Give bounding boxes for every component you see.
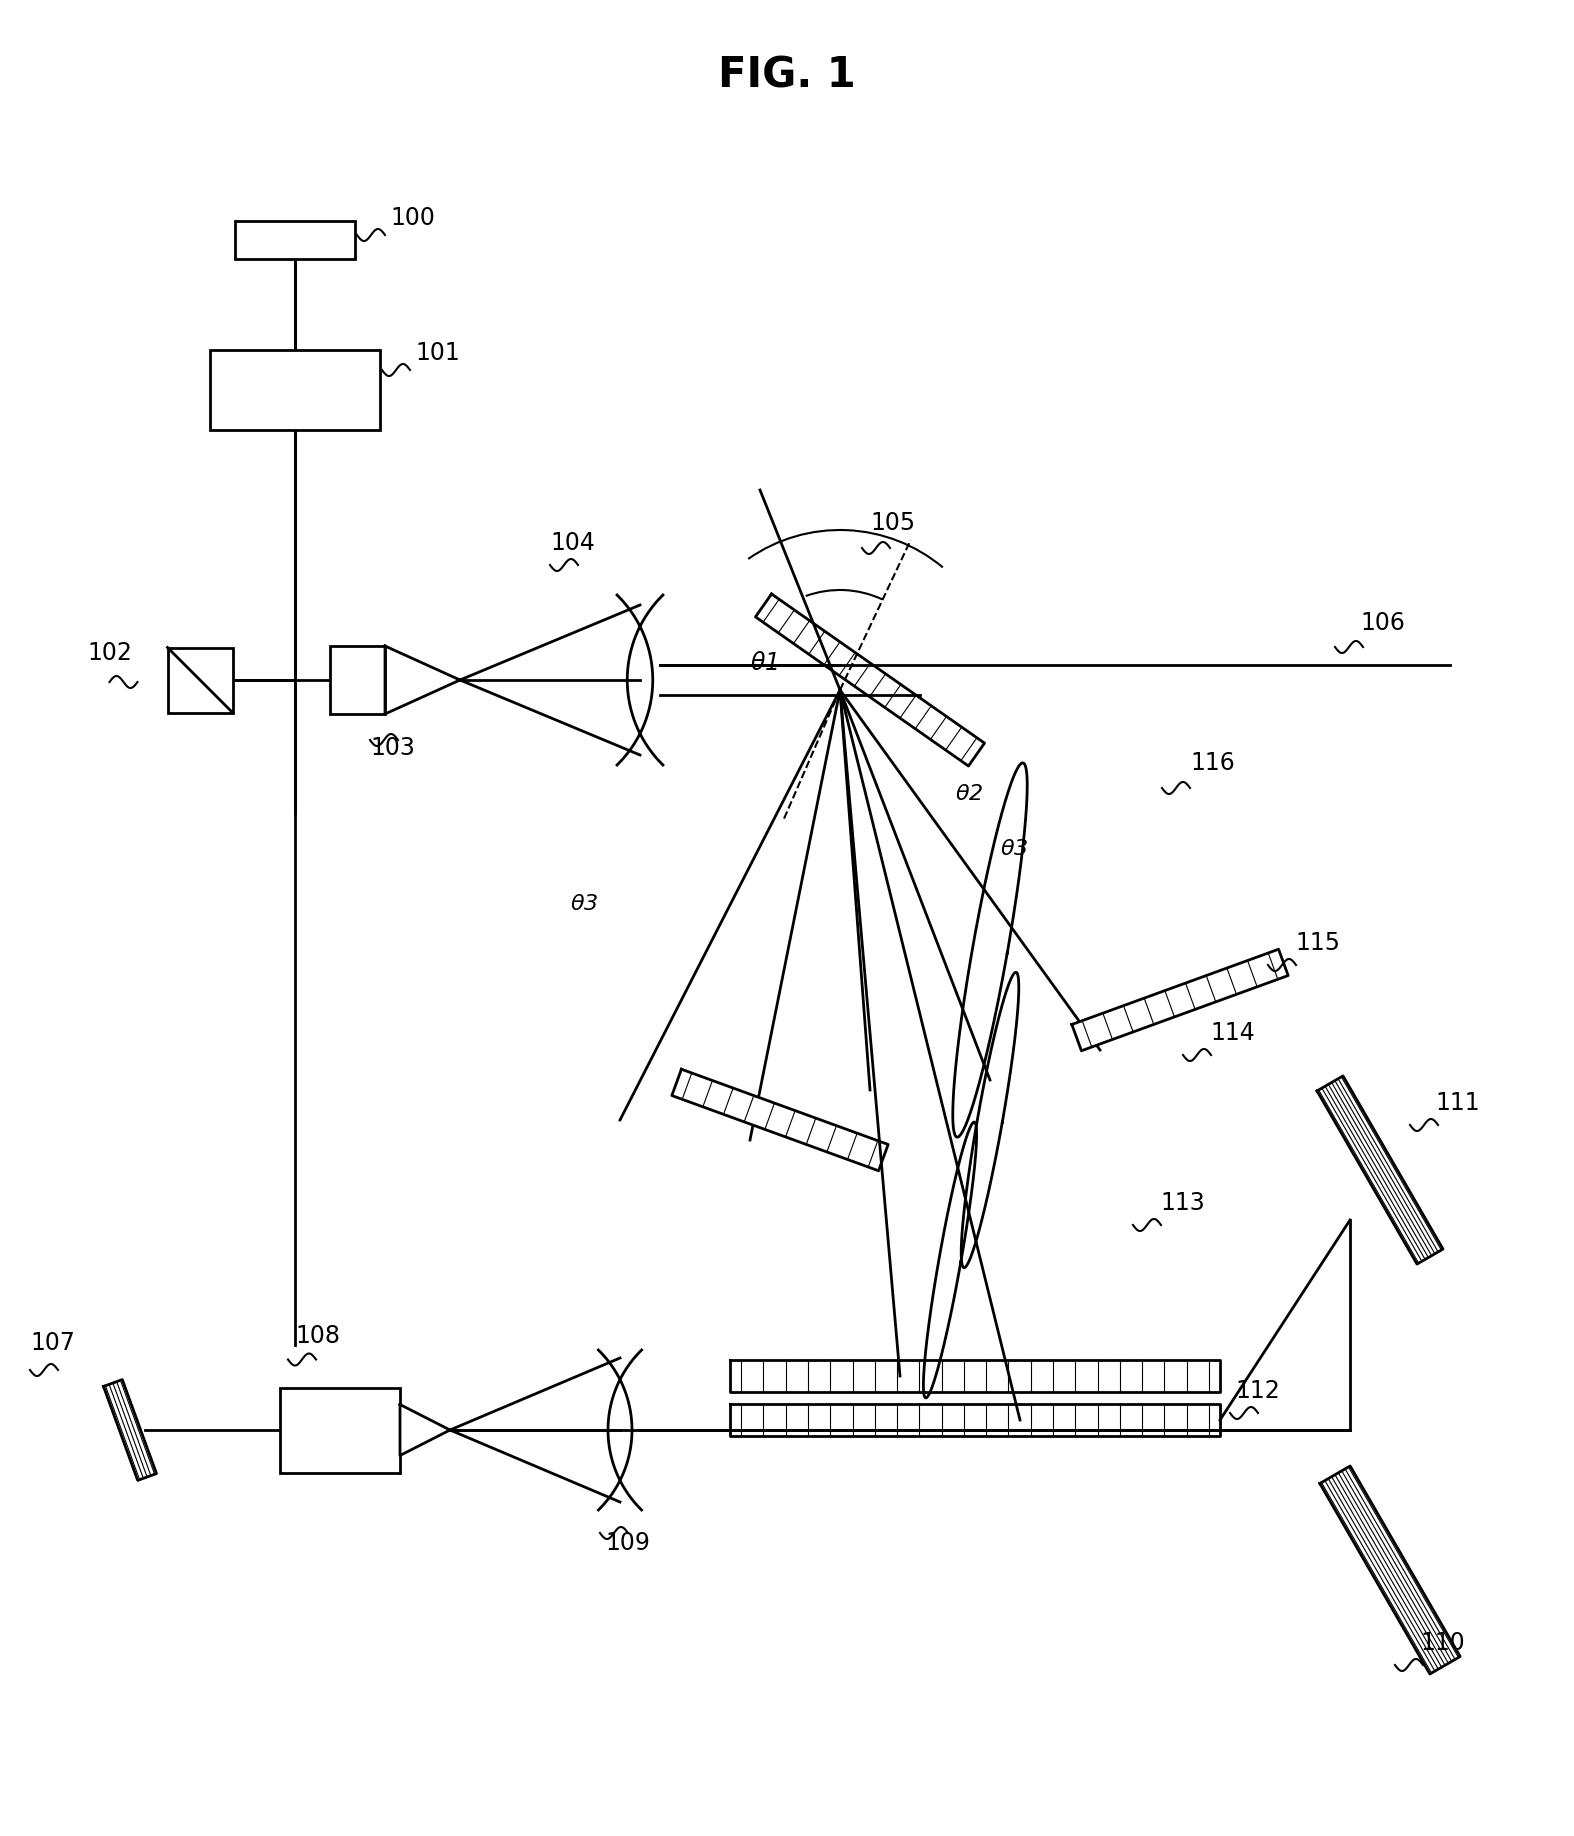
Polygon shape bbox=[104, 1379, 156, 1480]
Text: 110: 110 bbox=[1420, 1630, 1465, 1654]
Text: 100: 100 bbox=[390, 206, 434, 230]
Text: 116: 116 bbox=[1190, 751, 1234, 775]
Polygon shape bbox=[756, 595, 984, 766]
Bar bbox=[235, 220, 356, 259]
Text: 109: 109 bbox=[604, 1531, 650, 1555]
Polygon shape bbox=[400, 1405, 450, 1456]
Polygon shape bbox=[730, 1405, 1220, 1436]
Text: 112: 112 bbox=[1236, 1379, 1280, 1403]
Text: 106: 106 bbox=[1360, 611, 1406, 635]
Polygon shape bbox=[1321, 1465, 1461, 1674]
Text: 107: 107 bbox=[30, 1331, 76, 1355]
Text: 114: 114 bbox=[1210, 1021, 1254, 1045]
Text: 111: 111 bbox=[1435, 1091, 1480, 1114]
Text: $\theta$3: $\theta$3 bbox=[999, 839, 1028, 859]
Text: 105: 105 bbox=[870, 510, 914, 534]
Text: $\theta$2: $\theta$2 bbox=[955, 784, 984, 804]
Text: 102: 102 bbox=[88, 641, 132, 665]
Text: 108: 108 bbox=[294, 1324, 340, 1348]
Polygon shape bbox=[730, 1360, 1220, 1392]
Text: 103: 103 bbox=[370, 736, 416, 760]
Bar bbox=[331, 646, 386, 714]
Text: FIG. 1: FIG. 1 bbox=[718, 53, 856, 95]
Text: 113: 113 bbox=[1160, 1192, 1204, 1215]
Text: 115: 115 bbox=[1295, 931, 1339, 955]
Polygon shape bbox=[672, 1069, 888, 1171]
Text: $\theta$3: $\theta$3 bbox=[570, 894, 598, 914]
Text: 101: 101 bbox=[416, 341, 460, 365]
Bar bbox=[209, 351, 379, 430]
Polygon shape bbox=[1072, 949, 1288, 1050]
Bar bbox=[280, 1388, 400, 1472]
Polygon shape bbox=[1317, 1076, 1443, 1265]
Bar bbox=[167, 648, 233, 712]
Text: $\theta$1: $\theta$1 bbox=[749, 652, 778, 676]
Text: 104: 104 bbox=[549, 531, 595, 554]
